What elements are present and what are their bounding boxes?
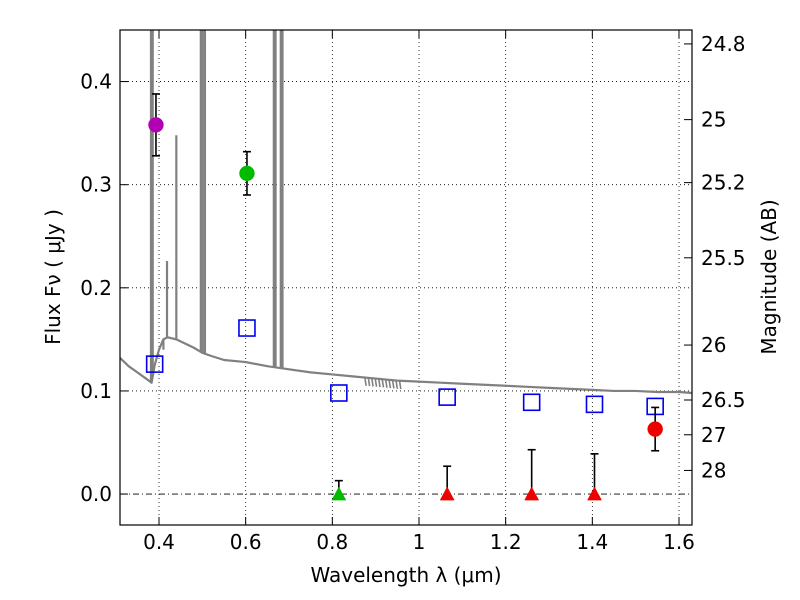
sed-absorption-features: [364, 377, 402, 390]
upper-limit-triangle: [439, 486, 455, 501]
x-tick-label: 1.6: [663, 530, 695, 554]
sed-model-curve: [120, 30, 692, 395]
y-tick-label: 0.2: [80, 276, 112, 300]
y-tick-label: 0.3: [80, 173, 112, 197]
x-axis-label: Wavelength λ (μm): [310, 563, 501, 587]
y-tick-label: 0.0: [80, 482, 112, 506]
detection-marker: [239, 165, 255, 182]
model-photometry-square: [438, 388, 456, 406]
y-axis-label: Flux Fν ( μJy ): [41, 209, 65, 345]
mag-tick-label: 28: [701, 458, 726, 482]
model-photometry-square: [330, 384, 348, 402]
upper-limit-triangle: [587, 486, 602, 501]
y-tick-label: 0.1: [80, 379, 112, 403]
x-tick-label: 1.4: [576, 530, 608, 554]
mag-tick-label: 25.5: [701, 246, 746, 270]
x-tick-label: 0.4: [143, 530, 175, 554]
x-tick-label: 1: [413, 530, 426, 554]
mag-tick-label: 24.8: [701, 32, 746, 56]
mag-tick-label: 25.2: [701, 171, 746, 195]
mag-tick-label: 26: [701, 333, 726, 357]
y-tick-label: 0.4: [80, 70, 112, 94]
axis-ticks: 0.4 0.6 0.8 1 1.2 1.4 1.6 0.0 0.1 0.2 0.3 0.4 24.8 25…: [80, 30, 746, 554]
y-right-axis-label: Magnitude (AB): [757, 199, 781, 354]
mag-tick-label: 27: [701, 423, 726, 447]
plot-frame: [119, 29, 693, 526]
x-tick-label: 0.6: [230, 530, 262, 554]
upper-limit-triangle: [524, 486, 540, 501]
detection-marker: [148, 117, 164, 133]
photometry-points: [145, 93, 664, 501]
x-tick-label: 0.8: [316, 530, 348, 554]
upper-limit-triangle: [331, 486, 347, 501]
model-photometry-square: [585, 395, 604, 414]
model-photometry-square: [522, 393, 541, 412]
mag-tick-label: 25: [701, 108, 726, 132]
mag-tick-label: 26.5: [701, 388, 746, 412]
detection-marker: [647, 421, 663, 437]
model-photometry-square: [145, 355, 164, 373]
model-photometry-square: [238, 319, 256, 337]
sed-continuum: [120, 336, 692, 395]
x-tick-label: 1.2: [490, 530, 522, 554]
